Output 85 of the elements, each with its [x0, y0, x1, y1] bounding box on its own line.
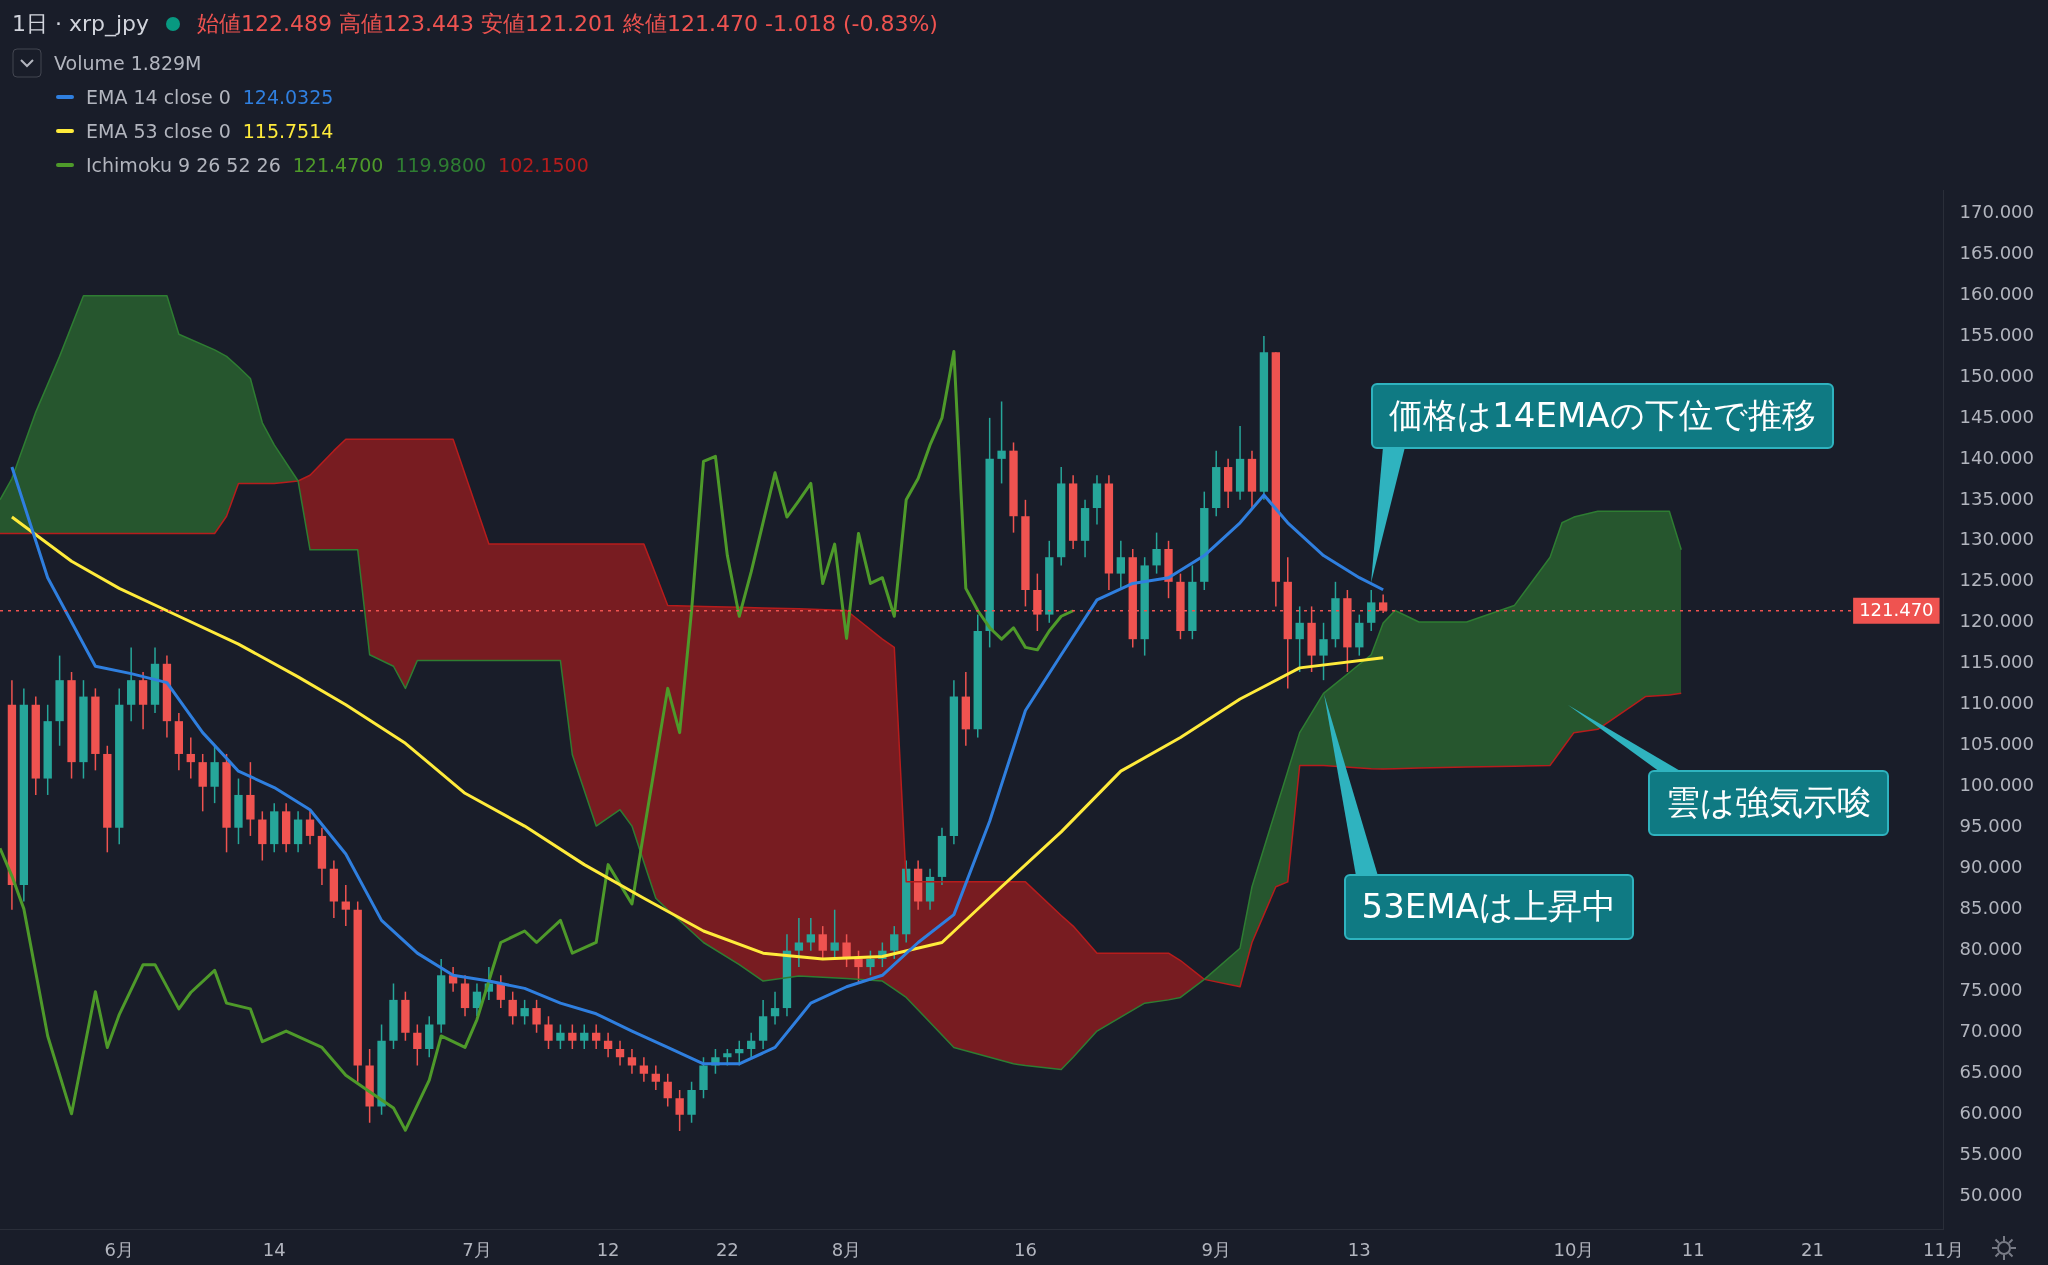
- candlestick: [341, 884, 350, 927]
- y-tick-label: 90.000: [1959, 856, 2023, 878]
- y-tick-label: 95.000: [1959, 815, 2023, 837]
- legend-label: Ichimoku 9 26 52 26: [86, 153, 281, 178]
- y-tick-label: 160.000: [1959, 282, 2034, 304]
- text: 115.7514: [242, 119, 334, 144]
- y-tick-label: 155.000: [1959, 323, 2034, 345]
- x-tick-label: 11月: [1923, 1238, 1965, 1260]
- candlestick: [866, 949, 875, 977]
- candlestick: [997, 400, 1006, 485]
- candlestick: [627, 1048, 637, 1075]
- candlestick: [305, 810, 315, 845]
- candlestick: [1152, 531, 1161, 575]
- y-tick-label: 80.000: [1959, 938, 2023, 960]
- x-tick-label: 16: [1013, 1238, 1037, 1260]
- candlestick: [639, 1056, 649, 1083]
- candlestick: [508, 990, 517, 1026]
- candlestick: [1367, 589, 1376, 632]
- candlestick: [794, 917, 804, 968]
- y-tick-label: 170.000: [1959, 200, 2034, 222]
- candlestick: [1319, 622, 1328, 681]
- candlestick: [806, 917, 815, 952]
- annotation: 雲は強気示唆: [1648, 769, 1890, 836]
- candlestick: [544, 1015, 553, 1050]
- y-tick-label: 150.000: [1959, 364, 2034, 386]
- y-tick-label: 85.000: [1959, 897, 2023, 919]
- candlestick: [556, 1023, 565, 1050]
- x-tick-label: 21: [1800, 1238, 1824, 1260]
- x-tick-label: 12: [596, 1238, 620, 1260]
- annotation: 価格は14EMAの下位で推移: [1371, 383, 1834, 450]
- candlestick: [603, 1031, 613, 1059]
- candlestick: [818, 925, 827, 960]
- y-tick-label: 75.000: [1959, 979, 2023, 1001]
- candlestick: [830, 908, 839, 960]
- y-tick-label: 135.000: [1959, 487, 2034, 509]
- y-tick-label: 105.000: [1959, 733, 2034, 755]
- candlestick: [663, 1072, 672, 1108]
- x-tick-label: 10月: [1553, 1238, 1595, 1260]
- y-tick-label: 140.000: [1959, 446, 2034, 468]
- candlestick: [520, 999, 529, 1026]
- x-tick-label: 8月: [831, 1238, 862, 1260]
- x-tick-label: 6月: [104, 1238, 134, 1260]
- candlestick: [890, 925, 899, 960]
- y-tick-label: 50.000: [1959, 1184, 2023, 1206]
- candlestick: [1295, 605, 1304, 673]
- candlestick: [651, 1064, 660, 1091]
- annotation: 53EMAは上昇中: [1343, 874, 1634, 941]
- ref-line-label: 121.470: [1859, 599, 1934, 621]
- y-tick-label: 130.000: [1959, 528, 2034, 550]
- y-tick-label: 125.000: [1959, 569, 2034, 591]
- candlestick: [615, 1040, 625, 1067]
- candlestick: [580, 1023, 589, 1050]
- x-tick-label: 11: [1681, 1238, 1705, 1260]
- candlestick: [568, 1023, 577, 1050]
- y-tick-label: 120.000: [1959, 610, 2034, 632]
- x-tick-label: 9月: [1201, 1238, 1231, 1260]
- candlestick: [592, 1023, 601, 1050]
- y-tick-label: 60.000: [1959, 1102, 2023, 1124]
- x-tick-label: 7月: [462, 1238, 492, 1260]
- candlestick: [413, 1023, 422, 1067]
- legend-label: EMA 53 close 0: [86, 119, 231, 144]
- candlestick: [186, 736, 195, 780]
- y-tick-label: 145.000: [1959, 405, 2034, 427]
- y-tick-label: 55.000: [1959, 1143, 2023, 1165]
- y-tick-label: 110.000: [1959, 692, 2034, 714]
- legend-label: EMA 14 close 0: [86, 85, 231, 110]
- text: Volume 1.829M: [54, 51, 202, 76]
- x-tick-label: 13: [1347, 1238, 1371, 1260]
- y-tick-label: 70.000: [1959, 1020, 2023, 1042]
- y-tick-label: 115.000: [1959, 651, 2034, 673]
- y-tick-label: 65.000: [1959, 1061, 2023, 1083]
- x-tick-label: 14: [262, 1238, 286, 1260]
- text: 102.1500: [498, 153, 589, 178]
- x-tick-label: 22: [715, 1238, 739, 1260]
- text: 121.4700: [292, 153, 384, 178]
- y-tick-label: 100.000: [1959, 774, 2034, 796]
- candlestick: [747, 1031, 756, 1059]
- candlestick: [675, 1089, 684, 1132]
- text: 119.9800: [395, 153, 487, 178]
- text: 124.0325: [242, 85, 334, 110]
- y-tick-label: 165.000: [1959, 241, 2034, 263]
- candlestick: [532, 999, 541, 1034]
- chart-subtitle: 始値122.489 高値123.443 安値121.201 終値121.470 -1.018 (-0.83%): [197, 10, 938, 38]
- candlestick: [770, 990, 780, 1026]
- chart-title: 1日 · xrp_jpy: [12, 10, 150, 39]
